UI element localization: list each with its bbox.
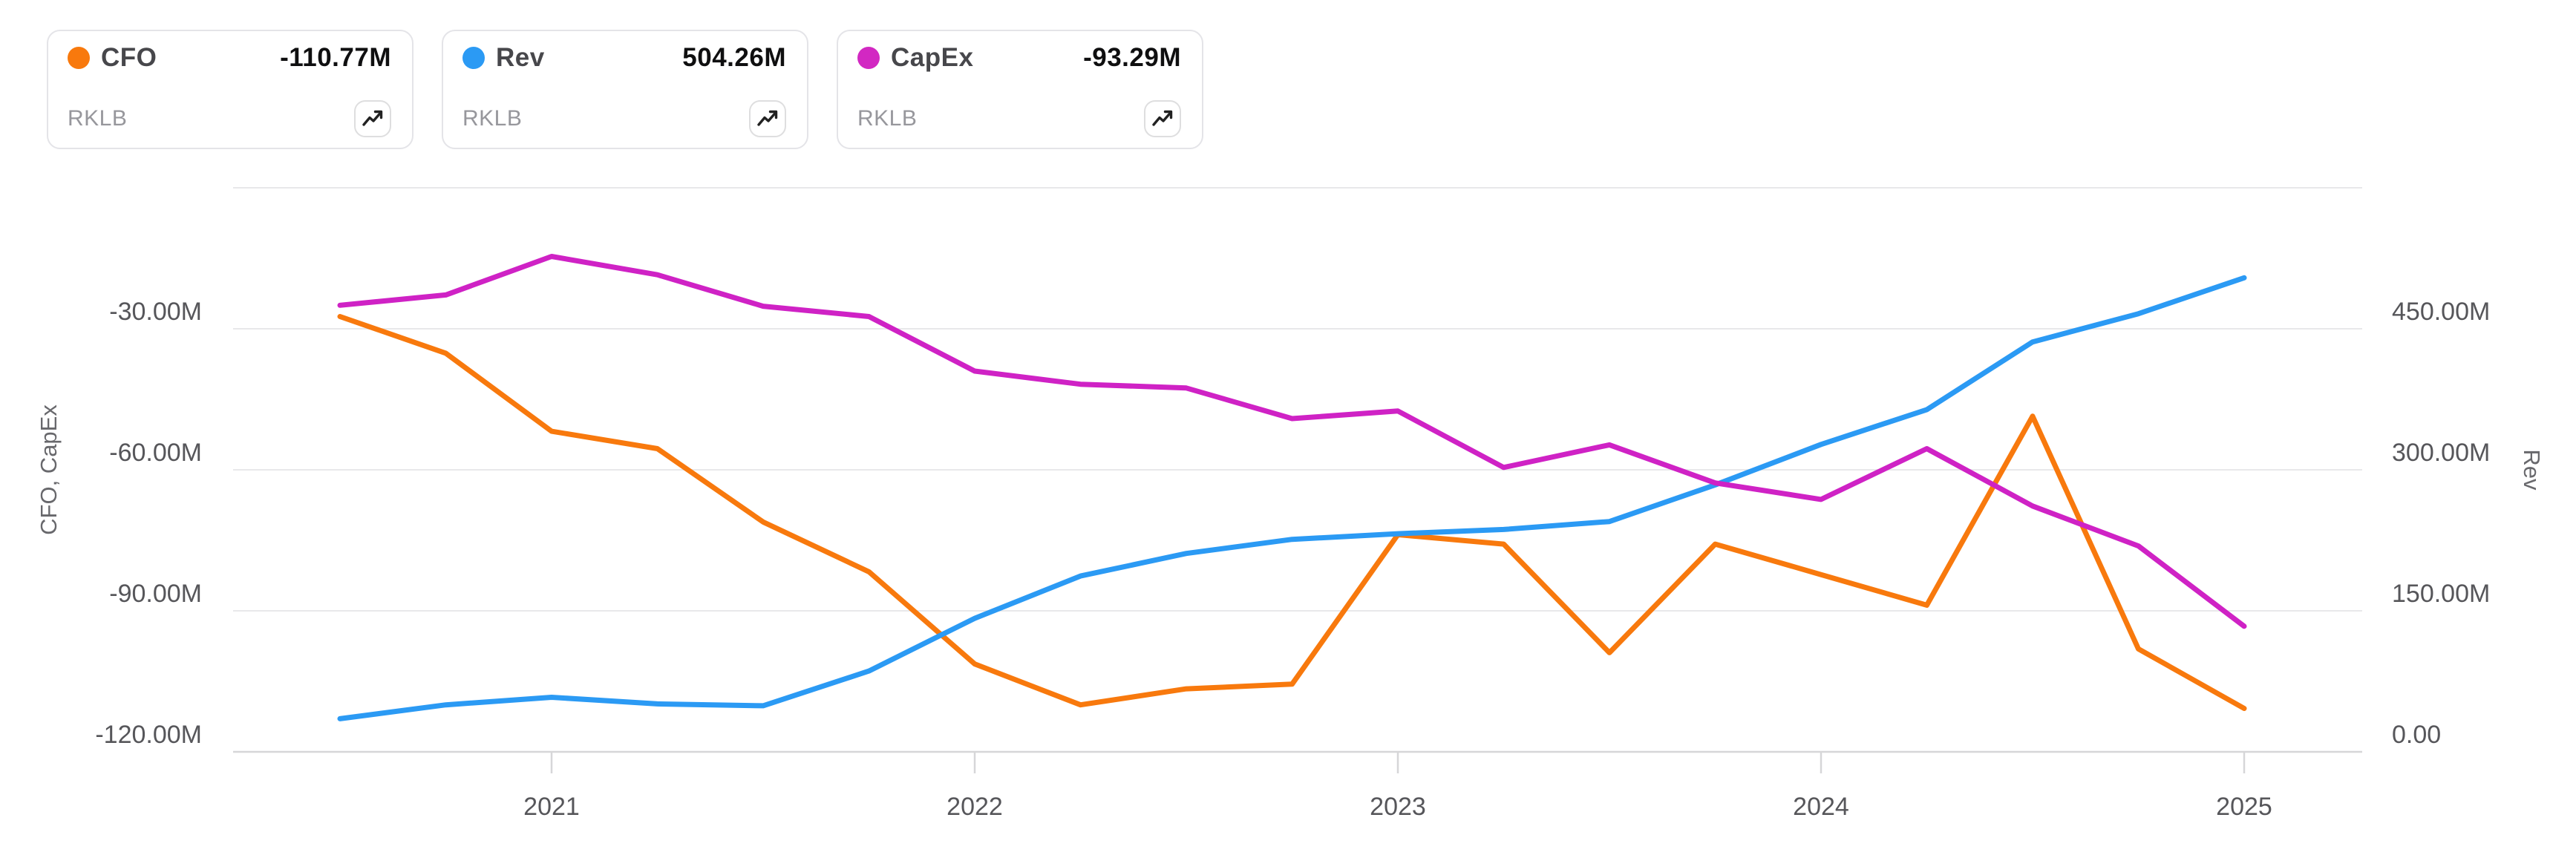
right-axis-tick-label: 300.00M <box>2392 439 2490 467</box>
open-chart-button[interactable] <box>1144 100 1181 137</box>
series-line-capex <box>337 254 2247 629</box>
ticker-label: RKLB <box>68 106 128 131</box>
metric-label: CFO <box>101 43 157 72</box>
card-row-ticker: RKLB <box>68 100 391 137</box>
card-row-metric: CapEx -93.29M <box>857 43 1181 73</box>
x-tick-label: 2022 <box>947 793 1003 821</box>
legend-card-rev: Rev 504.26M RKLB <box>442 30 808 149</box>
metric-value: -110.77M <box>280 43 391 72</box>
legend-card-cfo: CFO -110.77M RKLB <box>47 30 413 149</box>
series-line-cfo <box>337 314 2247 711</box>
card-row-metric: CFO -110.77M <box>68 43 391 73</box>
trending-up-icon <box>1152 110 1173 126</box>
right-axis-tick-label: 450.00M <box>2392 298 2490 326</box>
capex-series-dot-icon <box>857 47 880 69</box>
left-axis-tick-label: -60.00M <box>109 439 202 467</box>
open-chart-button[interactable] <box>354 100 391 137</box>
left-axis-title: CFO, CapEx <box>36 404 62 535</box>
ticker-label: RKLB <box>857 106 918 131</box>
right-axis-tick-label: 150.00M <box>2392 580 2490 608</box>
right-axis-tick-label: 0.00 <box>2392 721 2441 749</box>
metric-label: Rev <box>496 43 545 72</box>
card-row-ticker: RKLB <box>857 100 1181 137</box>
left-axis-tick-label: -90.00M <box>109 580 202 608</box>
trending-up-icon <box>757 110 778 126</box>
x-tick-label: 2023 <box>1370 793 1426 821</box>
series-line-rev <box>337 275 2247 721</box>
right-axis-title: Rev <box>2519 449 2545 491</box>
metric-label: CapEx <box>891 43 974 72</box>
metric-value: -93.29M <box>1083 43 1181 72</box>
open-chart-button[interactable] <box>749 100 786 137</box>
x-tick-label: 2021 <box>523 793 580 821</box>
trending-up-icon <box>362 110 383 126</box>
cfo-series-dot-icon <box>68 47 90 69</box>
card-row-metric: Rev 504.26M <box>462 43 786 73</box>
left-axis-tick-label: -30.00M <box>109 298 202 326</box>
x-tick-label: 2025 <box>2216 793 2272 821</box>
legend-cards: CFO -110.77M RKLB Rev 504.26M RKLB <box>47 30 1203 149</box>
left-axis-tick-label: -120.00M <box>95 721 202 749</box>
metric-value: 504.26M <box>682 43 786 72</box>
card-row-ticker: RKLB <box>462 100 786 137</box>
legend-card-capex: CapEx -93.29M RKLB <box>837 30 1203 149</box>
x-tick-label: 2024 <box>1793 793 1849 821</box>
rev-series-dot-icon <box>462 47 485 69</box>
ticker-label: RKLB <box>462 106 523 131</box>
